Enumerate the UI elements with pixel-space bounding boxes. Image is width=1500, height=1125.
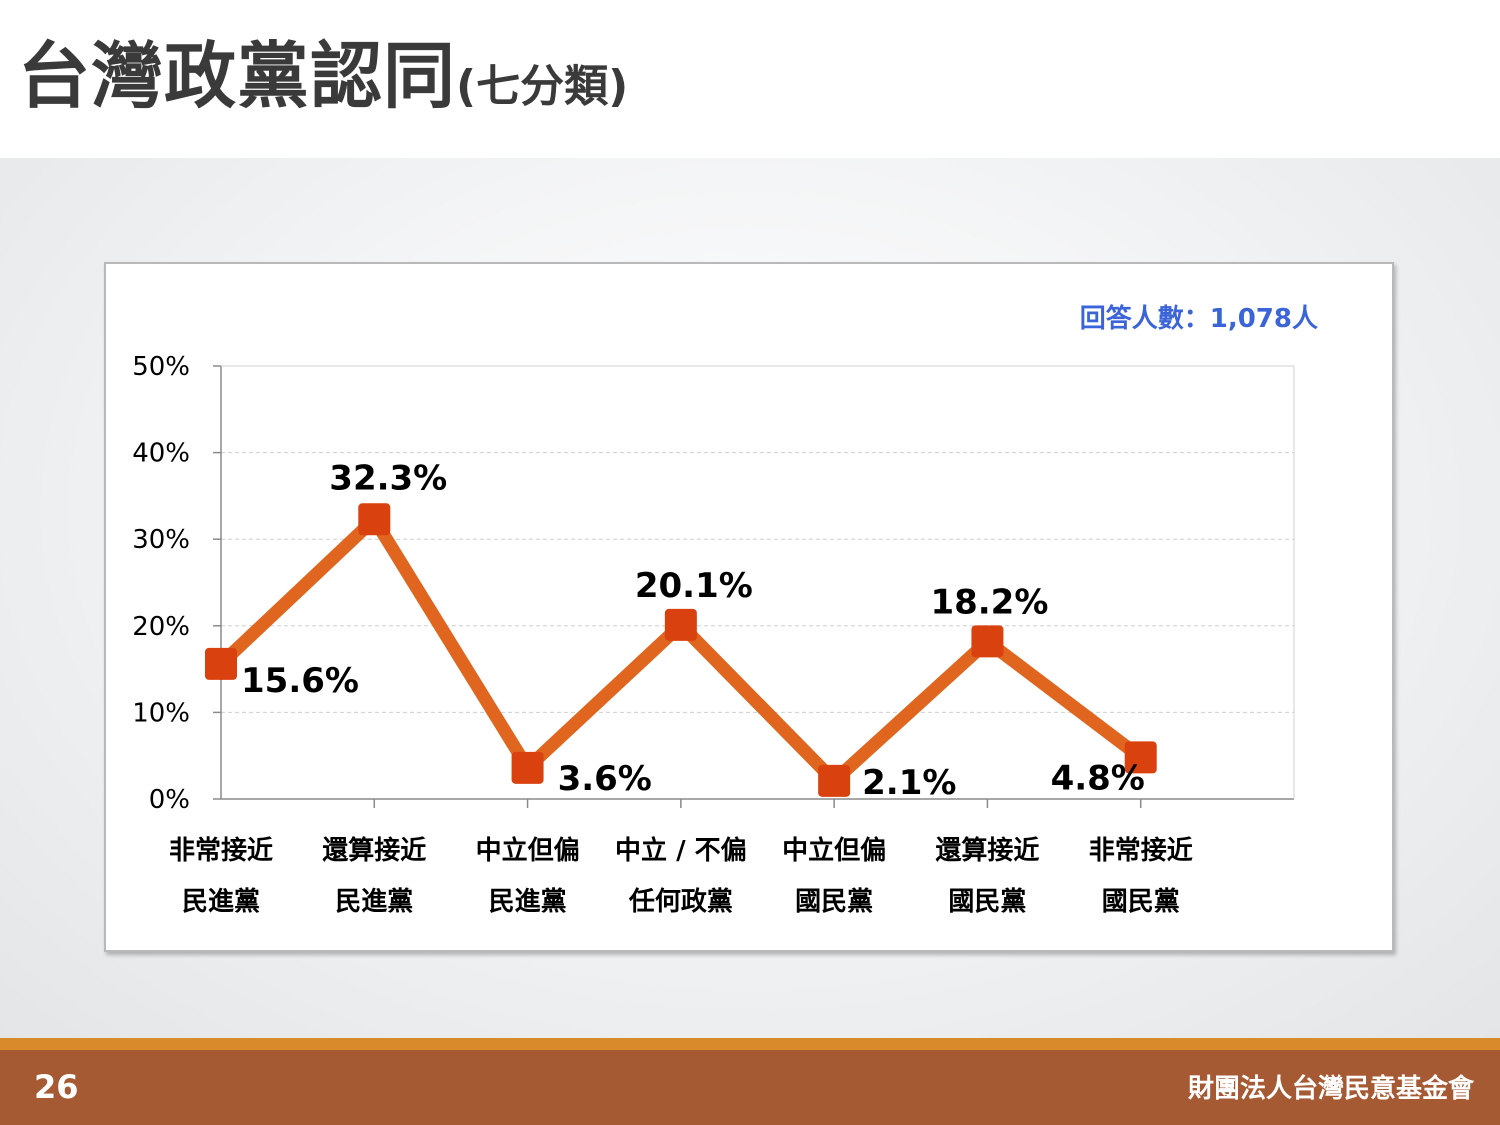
series-markers <box>205 503 1157 797</box>
data-point-marker <box>205 647 237 680</box>
footer-stripe <box>0 1038 1500 1050</box>
x-tick-label: 民進黨 <box>182 887 260 917</box>
data-label: 18.2% <box>930 582 1048 622</box>
data-point-marker <box>818 764 851 797</box>
footer-bar: 26 財團法人台灣民意基金會 <box>0 1050 1500 1125</box>
y-tick-label: 50% <box>132 352 190 382</box>
x-tick-label: 國民黨 <box>948 887 1026 917</box>
y-tick-label: 30% <box>132 525 190 555</box>
organization-name: 財團法人台灣民意基金會 <box>1187 1074 1474 1104</box>
data-labels: 15.6% 32.3% 3.6% 20.1% 2.1% 18.2% 4.8% <box>241 458 1145 803</box>
x-tick-label: 中立但偏 <box>476 835 580 866</box>
x-tick-label: 非常接近 <box>1089 836 1193 866</box>
data-label: 15.6% <box>241 661 359 701</box>
data-label: 20.1% <box>635 566 753 606</box>
chart-panel: 0% 10% 20% 30% 40% 50% 非常接近民進黨 還算接近民進黨 中立但偏民進黨 中… <box>104 262 1394 952</box>
y-tick-label: 20% <box>132 612 190 642</box>
x-tick-label: 中立 / 不偏 <box>615 835 747 866</box>
y-tick-labels: 0% 10% 20% 30% 40% 50% <box>132 352 190 815</box>
page-title-main: 台灣政黨認同 <box>18 34 457 118</box>
data-point-marker <box>971 625 1004 658</box>
title-bar: 台灣政黨認同(七分類) <box>0 0 1500 158</box>
y-tick-label: 40% <box>132 439 190 469</box>
x-tick-label: 中立但偏 <box>782 835 886 866</box>
x-tick-label: 還算接近 <box>322 835 426 866</box>
axes <box>213 365 1295 808</box>
x-tick-label: 還算接近 <box>935 835 1039 866</box>
data-point-marker <box>358 503 391 536</box>
x-tick-label: 國民黨 <box>1102 887 1180 917</box>
data-point-marker <box>664 608 697 641</box>
x-tick-label: 國民黨 <box>795 887 873 917</box>
data-label: 32.3% <box>329 458 447 498</box>
x-tick-label: 民進黨 <box>489 887 567 917</box>
page-number: 26 <box>34 1068 79 1106</box>
x-tick-label: 任何政黨 <box>628 886 733 917</box>
page-title: 台灣政黨認同(七分類) <box>18 36 628 127</box>
data-point-marker <box>511 751 544 784</box>
y-tick-label: 0% <box>149 785 190 815</box>
data-label: 3.6% <box>558 759 652 799</box>
x-tick-label: 民進黨 <box>335 887 413 917</box>
data-label: 4.8% <box>1051 758 1145 798</box>
x-tick-label: 非常接近 <box>169 836 273 866</box>
page-title-sub: (七分類) <box>456 61 629 112</box>
data-label: 2.1% <box>862 763 956 803</box>
data-point-marker <box>1124 741 1157 774</box>
respondents-note: 回答人數：1,078人 <box>1080 303 1318 334</box>
y-tick-label: 10% <box>132 698 190 728</box>
